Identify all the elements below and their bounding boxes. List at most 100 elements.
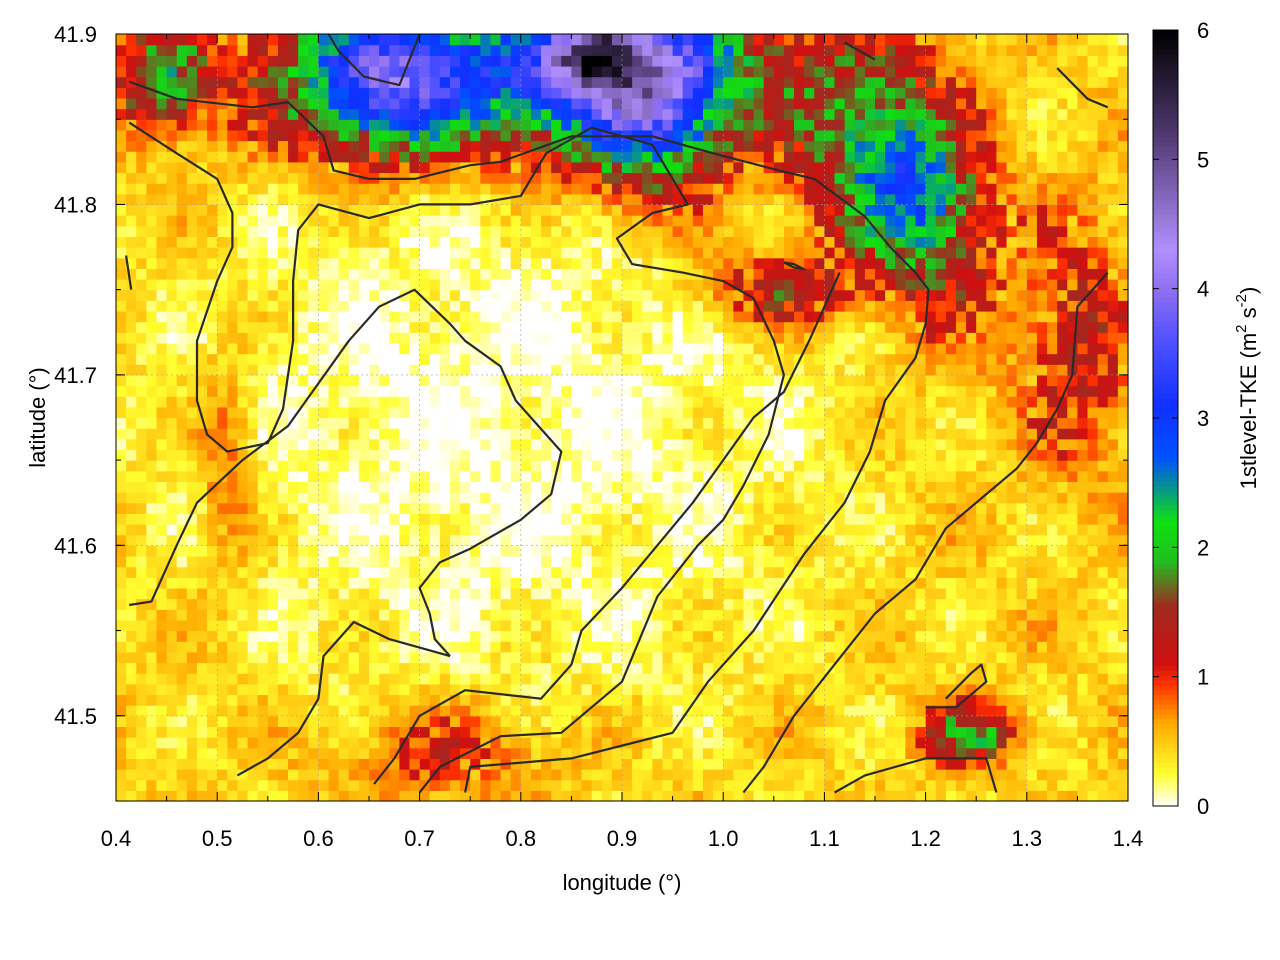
heatmap-cell (176, 769, 188, 781)
heatmap-cell (702, 641, 714, 653)
heatmap-cell (298, 790, 309, 802)
heatmap-cell (1067, 769, 1078, 781)
heatmap-cell (733, 428, 745, 440)
heatmap-cell (1016, 289, 1028, 301)
heatmap-cell (379, 694, 390, 706)
heatmap-cell (520, 566, 532, 578)
heatmap-cell (1087, 460, 1099, 472)
heatmap-cell (369, 598, 380, 610)
heatmap-cell (551, 321, 562, 333)
heatmap-cell (338, 641, 350, 653)
heatmap-cell (652, 651, 664, 664)
heatmap-cell (864, 641, 876, 653)
heatmap-cell (996, 449, 1008, 461)
heatmap-cell (267, 481, 279, 493)
heatmap-cell (196, 268, 208, 280)
heatmap-cell (753, 737, 765, 749)
heatmap-cell (986, 460, 998, 472)
heatmap-cell (1016, 747, 1028, 759)
heatmap-cell (379, 545, 390, 557)
heatmap-cell (723, 779, 734, 791)
heatmap-cell (1107, 396, 1119, 408)
heatmap-cell (713, 598, 724, 610)
heatmap-cell (480, 406, 492, 419)
heatmap-cell (480, 609, 492, 621)
heatmap-cell (500, 747, 512, 759)
heatmap-cell (692, 769, 704, 781)
heatmap-cell (935, 353, 947, 365)
heatmap-cell (753, 630, 765, 642)
heatmap-cell (611, 715, 623, 728)
heatmap-cell (480, 641, 492, 653)
heatmap-cell (672, 460, 684, 472)
heatmap-cell (541, 673, 552, 685)
heatmap-cell (267, 438, 279, 451)
heatmap-cell (166, 609, 178, 621)
heatmap-cell (460, 289, 471, 301)
heatmap-cell (733, 300, 745, 312)
heatmap-cell (682, 524, 694, 536)
heatmap-cell (530, 630, 542, 642)
heatmap-cell (642, 726, 653, 738)
heatmap-cell (409, 726, 421, 738)
heatmap-cell (399, 279, 411, 291)
heatmap-cell (207, 417, 218, 429)
heatmap-cell (1036, 577, 1048, 589)
heatmap-cell (1006, 396, 1018, 408)
heatmap-cell (885, 310, 896, 323)
heatmap-cell (945, 694, 957, 706)
heatmap-cell (753, 417, 765, 429)
heatmap-cell (1006, 598, 1018, 610)
heatmap-cell (227, 619, 239, 632)
heatmap-cell (692, 268, 704, 280)
heatmap-cell (429, 321, 441, 333)
heatmap-cell (1016, 342, 1028, 355)
heatmap-cell (530, 587, 542, 600)
heatmap-cell (854, 651, 866, 664)
heatmap-cell (611, 577, 623, 589)
heatmap-cell (460, 705, 471, 717)
heatmap-cell (1047, 374, 1058, 387)
heatmap-cell (702, 534, 714, 546)
heatmap-cell (996, 598, 1008, 610)
heatmap-cell (510, 587, 522, 600)
heatmap-cell (773, 374, 785, 387)
heatmap-cell (237, 310, 249, 323)
heatmap-cell (247, 534, 259, 546)
heatmap-cell (358, 534, 370, 546)
heatmap-cell (652, 609, 664, 621)
heatmap-cell (632, 587, 643, 600)
heatmap-cell (753, 694, 765, 706)
heatmap-cell (854, 524, 866, 536)
heatmap-cell (804, 662, 815, 674)
heatmap-cell (682, 385, 694, 397)
heatmap-cell (176, 619, 188, 632)
heatmap-cell (1087, 630, 1099, 642)
heatmap-cell (116, 470, 127, 483)
heatmap-cell (419, 534, 431, 546)
heatmap-cell (116, 417, 127, 429)
heatmap-cell (945, 279, 957, 291)
heatmap-cell (854, 715, 866, 728)
heatmap-cell (348, 598, 360, 610)
heatmap-cell (1097, 769, 1109, 781)
heatmap-cell (470, 364, 481, 376)
heatmap-cell (682, 470, 694, 483)
heatmap-cell (551, 406, 562, 419)
heatmap-cell (1016, 683, 1028, 696)
heatmap-cell (743, 438, 755, 451)
heatmap-cell (925, 481, 937, 493)
heatmap-cell (966, 374, 977, 387)
heatmap-cell (237, 289, 249, 301)
heatmap-cell (389, 385, 400, 397)
heatmap-cell (480, 524, 492, 536)
heatmap-cell (490, 310, 502, 323)
heatmap-cell (136, 534, 147, 546)
heatmap-cell (834, 726, 846, 738)
heatmap-cell (581, 779, 593, 791)
heatmap-cell (702, 673, 714, 685)
heatmap-cell (116, 673, 127, 685)
heatmap-cell (824, 406, 836, 419)
heatmap-cell (1117, 289, 1129, 301)
heatmap-cell (399, 545, 411, 557)
